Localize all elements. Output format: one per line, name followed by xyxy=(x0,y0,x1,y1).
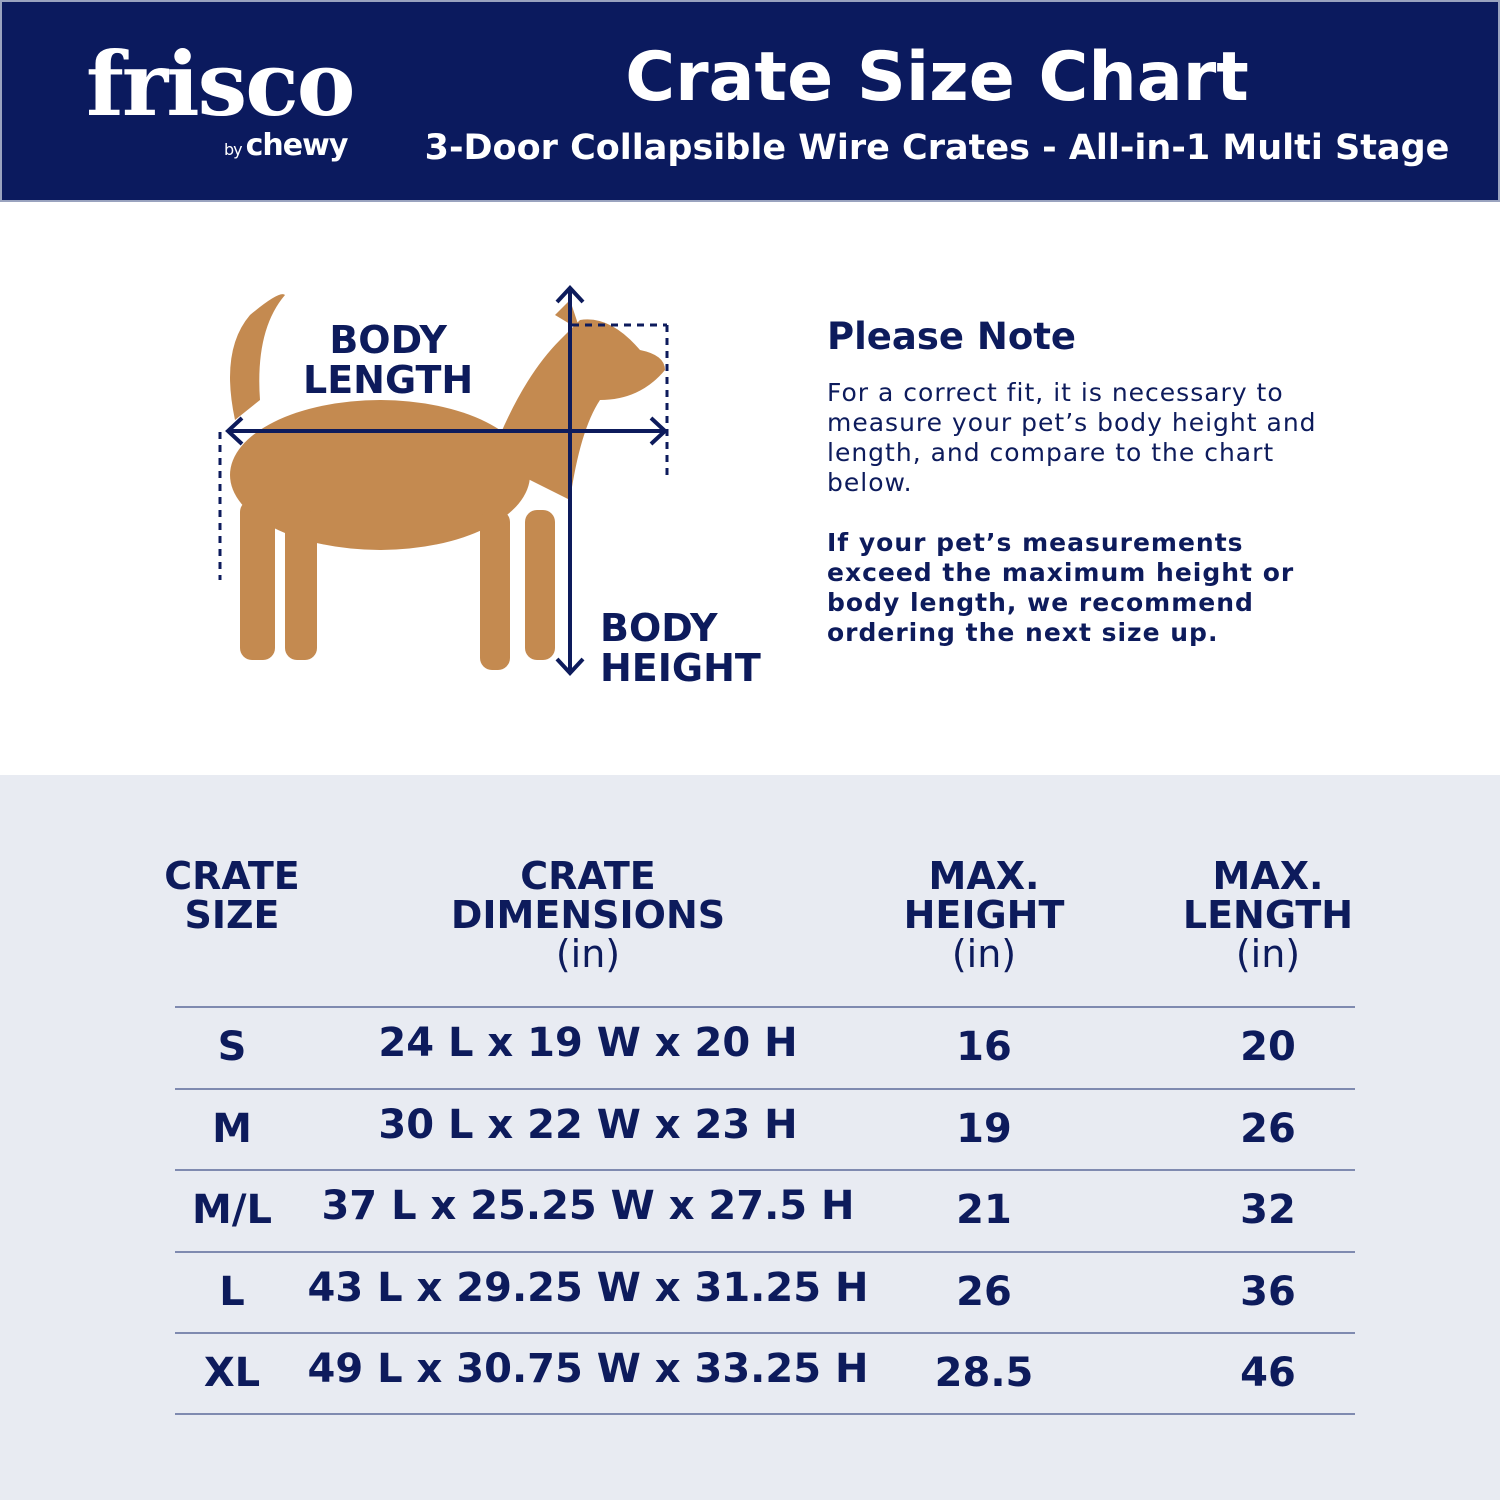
dog-illustration xyxy=(218,285,669,676)
note-heading: Please Note xyxy=(827,315,1077,358)
cell-max-height: 26 xyxy=(956,1269,1012,1315)
note-emphasis: If your pet’s measurements exceed the ma… xyxy=(827,528,1295,647)
header-max-height-unit: (in) xyxy=(951,932,1017,976)
header-crate-dimensions-l2: DIMENSIONS xyxy=(450,893,726,937)
cell-crate-size: L xyxy=(219,1269,245,1315)
header-max-height: MAX. HEIGHT (in) xyxy=(784,857,1184,974)
header-crate-dimensions: CRATE DIMENSIONS (in) xyxy=(388,857,788,974)
cell-crate-size: S xyxy=(217,1024,247,1070)
header-max-length-unit: (in) xyxy=(1235,932,1301,976)
cell-crate-size: M/L xyxy=(192,1187,272,1233)
cell-crate-dimensions: 37 L x 25.25 W x 27.5 H xyxy=(321,1183,855,1229)
body-height-label: BODY HEIGHT xyxy=(600,608,761,688)
cell-crate-size: XL xyxy=(203,1350,261,1396)
table-divider xyxy=(175,1088,1355,1090)
cell-max-height: 21 xyxy=(956,1187,1012,1233)
cell-crate-dimensions: 49 L x 30.75 W x 33.25 H xyxy=(307,1346,869,1392)
cell-max-height: 28.5 xyxy=(934,1350,1034,1396)
table-divider xyxy=(175,1251,1355,1253)
body-height-label-line2: HEIGHT xyxy=(600,646,761,690)
cell-max-length: 20 xyxy=(1240,1024,1296,1070)
cell-max-length: 26 xyxy=(1240,1106,1296,1152)
table-divider xyxy=(175,1006,1355,1008)
size-table: CRATE SIZE CRATE DIMENSIONS (in) MAX. HEIGHT (i… xyxy=(0,775,1500,1500)
cell-max-length: 32 xyxy=(1240,1187,1296,1233)
cell-max-height: 19 xyxy=(956,1106,1012,1152)
dog-tail xyxy=(230,294,285,420)
note-body: For a correct fit, it is necessary to me… xyxy=(827,378,1317,497)
header-max-length-l1: MAX. xyxy=(1212,854,1324,898)
header-banner: frisco by chewy Crate Size Chart 3-Door C… xyxy=(0,0,1500,202)
header-crate-dimensions-l1: CRATE xyxy=(520,854,656,898)
page-title: Crate Size Chart xyxy=(625,38,1249,117)
header-max-length: MAX. LENGTH (in) xyxy=(1068,857,1468,974)
please-note-section: Please Note For a correct fit, it is nec… xyxy=(827,315,1347,648)
table-divider xyxy=(175,1332,1355,1334)
header-crate-size-l1: CRATE xyxy=(164,854,300,898)
header-max-length-l2: LENGTH xyxy=(1182,893,1354,937)
chewy-logo: by chewy xyxy=(224,128,349,163)
cell-max-length: 36 xyxy=(1240,1269,1296,1315)
cell-max-height: 16 xyxy=(956,1024,1012,1070)
header-crate-size-l2: SIZE xyxy=(184,893,280,937)
header-max-height-l1: MAX. xyxy=(928,854,1040,898)
header-crate-dimensions-unit: (in) xyxy=(555,932,621,976)
cell-crate-size: M xyxy=(212,1106,252,1152)
dog-measurement-diagram: BODY LENGTH BODY HEIGHT xyxy=(160,260,780,710)
body-height-label-line1: BODY xyxy=(600,606,718,650)
cell-crate-dimensions: 30 L x 22 W x 23 H xyxy=(378,1102,798,1148)
table-divider xyxy=(175,1413,1355,1415)
page-subtitle: 3-Door Collapsible Wire Crates - All-in-… xyxy=(424,128,1450,168)
cell-crate-dimensions: 24 L x 19 W x 20 H xyxy=(378,1020,798,1066)
body-length-label-line2: LENGTH xyxy=(303,358,474,402)
body-length-label-line1: BODY xyxy=(329,318,447,362)
logo-chewy: chewy xyxy=(245,128,349,163)
body-length-label: BODY LENGTH xyxy=(303,320,473,400)
header-crate-size: CRATE SIZE xyxy=(32,857,432,935)
cell-max-length: 46 xyxy=(1240,1350,1296,1396)
header-max-height-l2: HEIGHT xyxy=(903,893,1065,937)
frisco-logo: frisco xyxy=(86,32,355,136)
cell-crate-dimensions: 43 L x 29.25 W x 31.25 H xyxy=(307,1265,869,1311)
dog-head xyxy=(490,319,665,500)
table-divider xyxy=(175,1169,1355,1171)
logo-by: by xyxy=(224,140,243,159)
